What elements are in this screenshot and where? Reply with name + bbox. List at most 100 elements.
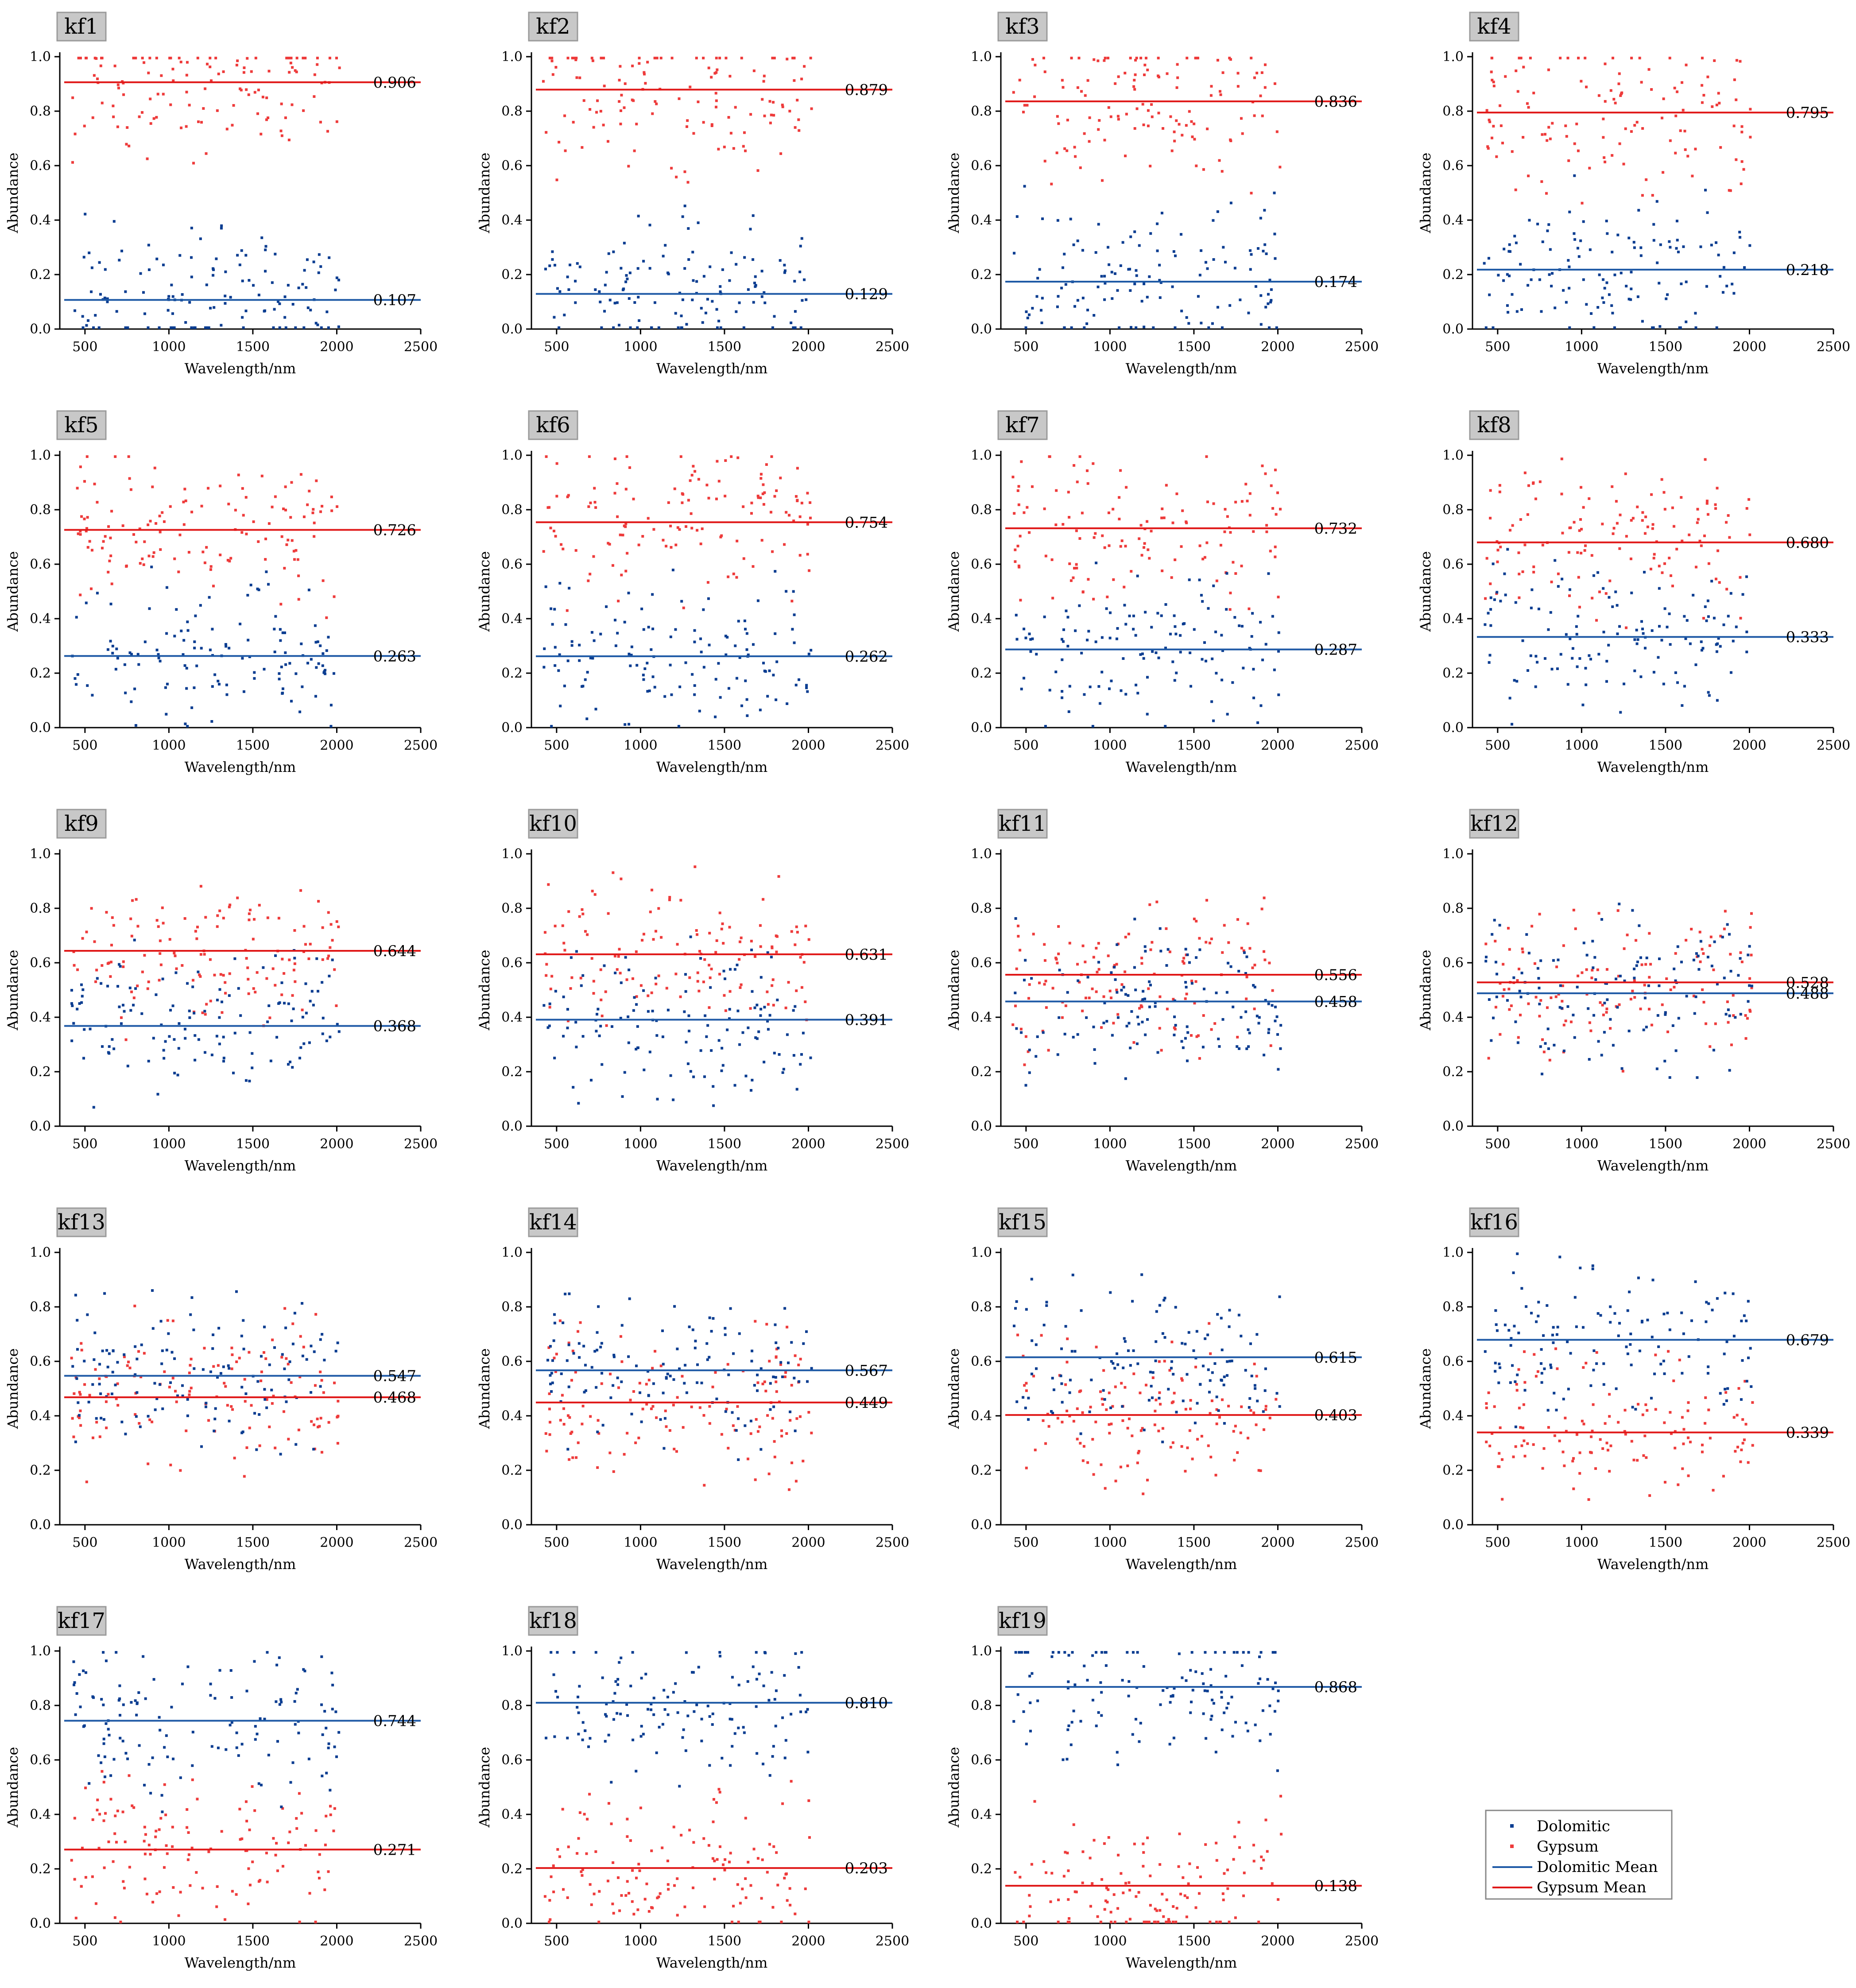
data-point [567,494,570,497]
data-point [1666,293,1669,296]
data-point [591,657,594,660]
data-point [1497,1381,1500,1384]
data-point [779,1361,783,1364]
data-point [316,323,319,326]
x-tick-label: 2000 [320,1136,353,1152]
data-point [266,1020,269,1023]
data-point [86,684,89,687]
data-point [554,664,557,667]
data-point [335,276,338,279]
data-point [247,639,250,642]
data-point [1618,1003,1621,1006]
data-point [108,559,111,562]
data-point [721,268,724,271]
data-point [720,1069,723,1072]
data-point [1726,1387,1729,1390]
data-point [1663,607,1666,610]
data-point [174,954,177,957]
data-point [624,570,628,573]
data-point [783,264,786,267]
data-point [102,1742,105,1745]
data-point [1208,942,1211,945]
data-point [1172,250,1175,253]
data-point [1627,236,1631,240]
data-point [1214,1473,1217,1476]
x-tick-label: 500 [1013,1535,1038,1550]
data-point [258,1444,261,1447]
data-point [603,964,606,967]
data-point [1604,160,1607,163]
data-point [808,569,811,572]
data-point [265,977,268,980]
data-point [1672,525,1675,528]
data-point [165,713,168,716]
data-point [1685,995,1688,998]
data-point [264,1357,267,1360]
data-point [562,547,565,550]
data-point [1139,1391,1142,1395]
data-point [239,1014,242,1017]
data-point [236,254,239,257]
data-point [1097,223,1100,226]
data-point [316,1426,319,1429]
data-point [1042,1419,1045,1422]
data-point [123,1355,126,1358]
data-point [229,557,232,560]
data-point [1494,1309,1497,1312]
data-point [1174,1027,1177,1031]
data-point [1601,1447,1604,1450]
data-point [790,1461,794,1465]
data-point [638,319,641,322]
data-point [194,930,197,933]
data-point [775,950,778,953]
data-point [599,1025,602,1028]
data-point [1124,623,1128,626]
data-point [1559,653,1562,656]
data-point [1511,723,1514,726]
data-point [1100,1397,1104,1400]
data-point [1633,246,1636,249]
data-point [1249,1409,1252,1412]
data-point [575,950,578,953]
data-point [1689,1441,1692,1444]
data-point [1699,245,1702,248]
data-point [579,977,582,980]
data-point [1142,123,1145,126]
data-point [1680,496,1683,499]
data-point [810,649,813,652]
data-point [1159,296,1162,299]
data-point [1498,1465,1501,1468]
data-point [1631,1406,1634,1409]
data-point [1704,605,1707,608]
data-point [159,939,162,942]
data-point [329,1813,332,1816]
data-point [183,917,186,920]
panel-tag-box [56,1606,107,1636]
x-tick-label: 2500 [876,339,909,355]
data-point [796,99,799,102]
data-point [1120,988,1123,992]
data-point [1644,1403,1647,1406]
y-tick-label: 0.2 [30,267,51,283]
data-point [1113,964,1116,967]
data-point [1674,952,1677,955]
data-point [1576,665,1579,668]
data-point [754,1036,757,1039]
data-point [1054,523,1058,527]
data-point [730,251,733,254]
data-point [1274,257,1277,260]
data-point [1573,174,1576,177]
data-point [759,924,762,927]
data-point [810,1367,813,1370]
data-point [139,562,142,565]
data-point [212,267,215,270]
data-point [244,310,248,313]
data-point [1271,1004,1274,1007]
data-point [162,922,165,925]
data-point [1657,656,1660,659]
data-point [698,949,701,953]
x-axis-label: Wavelength/nm [185,1157,296,1174]
data-point [1120,689,1123,692]
data-point [188,301,191,304]
y-tick-label: 0.4 [1442,1408,1464,1424]
